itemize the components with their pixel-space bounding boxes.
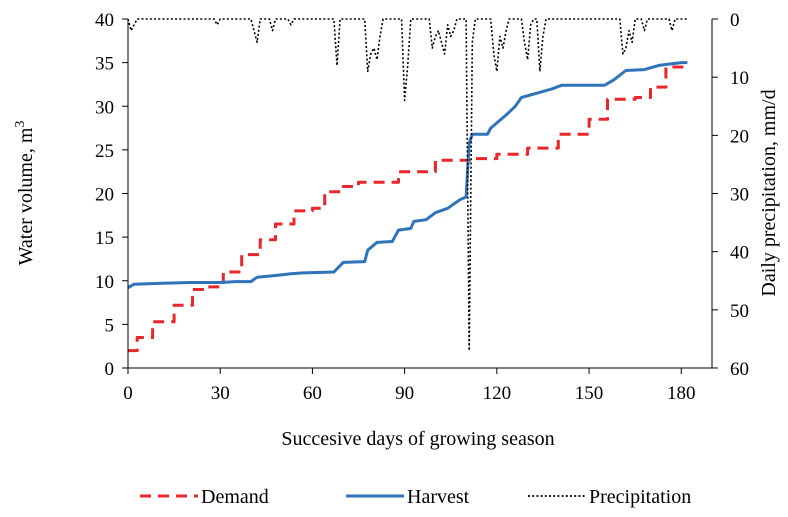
y-right-tick-label: 60 <box>730 359 749 380</box>
x-tick-label: 90 <box>395 383 414 404</box>
plot-area <box>127 18 688 353</box>
legend-label-precipitation: Precipitation <box>589 486 691 508</box>
y-left-tick-label: 25 <box>95 141 114 162</box>
y-right-tick-label: 40 <box>730 243 749 264</box>
y-left-tick-label: 0 <box>105 359 115 380</box>
x-tick-label: 30 <box>211 383 230 404</box>
x-tick-label: 180 <box>667 383 696 404</box>
legend-label-harvest: Harvest <box>407 486 470 508</box>
y-right-tick-label: 20 <box>730 126 749 147</box>
x-tick-label: 150 <box>575 383 604 404</box>
y-left-axis-title-superscript: 3 <box>13 121 28 128</box>
y-right-tick-label: 50 <box>730 301 749 322</box>
legend-label-demand: Demand <box>201 486 269 508</box>
series-line-demand <box>128 65 685 353</box>
x-axis-title: Succesive days of growing season <box>281 428 554 450</box>
y-right-tick-label: 30 <box>730 185 749 206</box>
series-line-precipitation <box>127 18 688 352</box>
y-left-tick-label: 10 <box>95 272 114 293</box>
y-left-tick-label: 20 <box>95 185 114 206</box>
x-tick-label: 120 <box>483 383 512 404</box>
legend: Demand Harvest Precipitation <box>140 486 691 508</box>
y-left-axis-title: Water volume, m3 <box>13 121 37 266</box>
y-left-axis-title-main: Water volume, m <box>15 127 37 265</box>
y-left-tick-label: 15 <box>95 228 114 249</box>
y-right-tick-label: 0 <box>730 10 740 31</box>
x-tick-label: 0 <box>123 383 133 404</box>
y-left-axis-title-group: Water volume, m3 <box>13 121 37 266</box>
y-left-tick-label: 5 <box>105 315 115 336</box>
y-left-tick-label: 30 <box>95 97 114 118</box>
tick-labels: 0 30 60 90 120 150 180 0 5 10 15 20 25 30 35 40 0 10 20 30 4… <box>95 10 749 404</box>
y-right-axis-title: Daily precipitation, mm/d <box>758 89 780 296</box>
y-right-tick-label: 10 <box>730 68 749 89</box>
series-line-harvest <box>127 61 688 290</box>
y-left-tick-label: 40 <box>95 10 114 31</box>
x-tick-label: 60 <box>303 383 322 404</box>
axes <box>122 18 718 374</box>
y-left-tick-label: 35 <box>95 54 114 75</box>
